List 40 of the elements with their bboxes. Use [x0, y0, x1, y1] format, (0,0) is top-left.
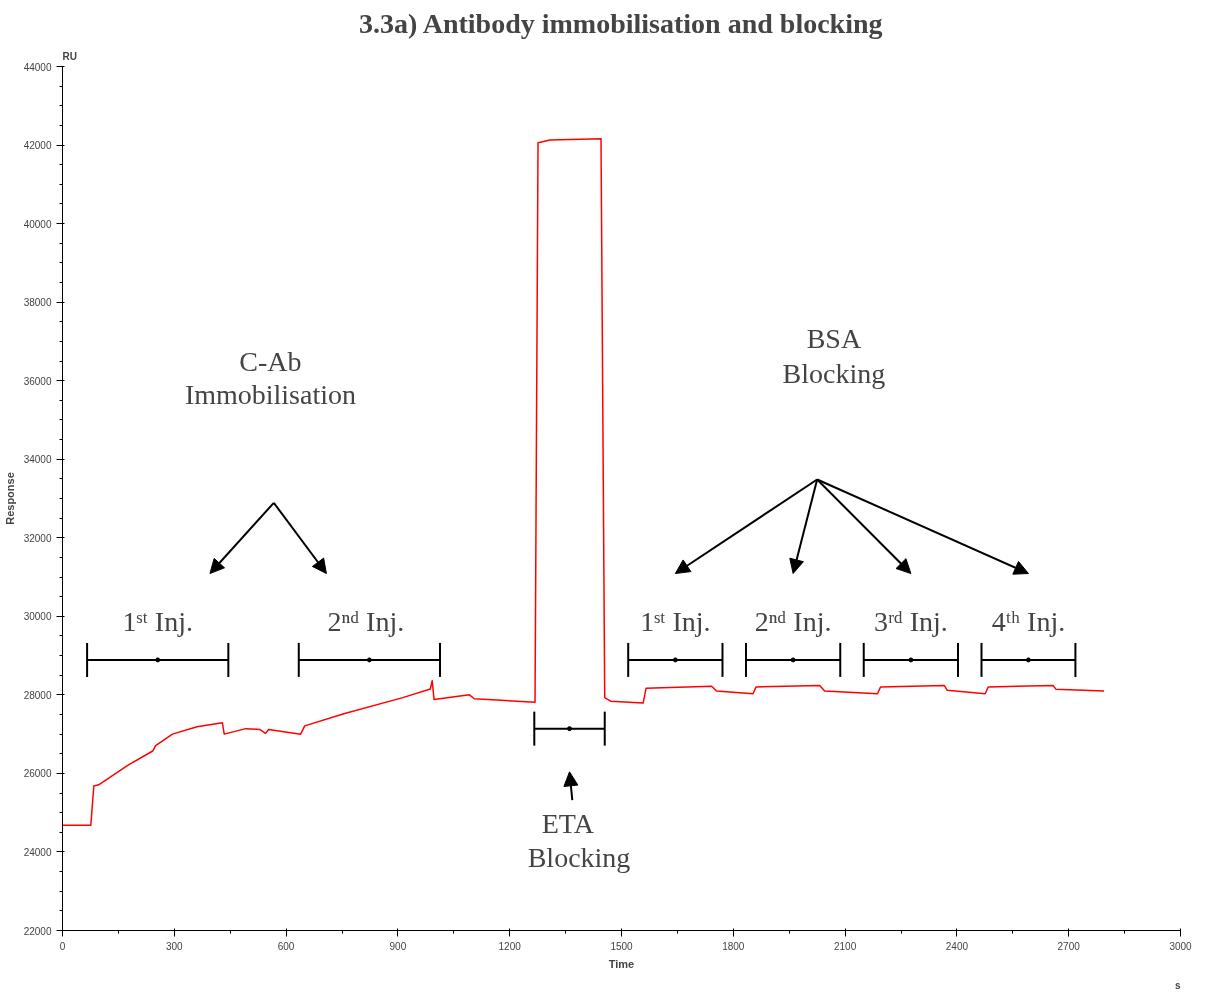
y-tick-label: 38000	[23, 297, 52, 309]
annotation: Blocking	[527, 842, 631, 874]
chart-title: 3.3a) Antibody immobilisation and blocking	[358, 7, 883, 39]
text: RU	[62, 50, 77, 62]
x-tick-label: 2400	[945, 940, 969, 952]
y-tick-label: 40000	[23, 218, 52, 230]
x-tick-label: 2100	[833, 940, 857, 952]
annotation: 1ˢᵗ Inj.	[640, 606, 711, 638]
annotation: ETA	[541, 807, 595, 839]
y-tick-label: 30000	[23, 611, 52, 623]
y-tick-label: 36000	[23, 375, 52, 387]
x-tick-label: 900	[389, 940, 407, 952]
annotation: C-Ab	[239, 346, 302, 378]
y-tick-label: 42000	[23, 140, 52, 152]
x-tick-label: 0	[59, 940, 66, 952]
y-tick-label: 26000	[23, 768, 52, 780]
x-tick-label: 2700	[1057, 940, 1081, 952]
annotation: 3ʳᵈ Inj.	[873, 606, 948, 638]
x-tick-label: 1800	[722, 940, 745, 952]
annotation: 1ˢᵗ Inj.	[122, 606, 193, 638]
y-tick-label: 44000	[23, 61, 52, 73]
y-tick-label: 24000	[23, 846, 52, 858]
text: s	[1174, 979, 1181, 991]
x-tick-label: 300	[165, 940, 184, 952]
y-tick-label: 32000	[23, 532, 52, 544]
annotation: Immobilisation	[184, 379, 357, 411]
y-tick-label: 28000	[23, 689, 52, 701]
x-tick-label: 600	[277, 940, 295, 952]
x-tick-label: 1500	[610, 940, 634, 952]
y-tick-label: 22000	[23, 925, 52, 937]
x-axis-title: Time	[608, 957, 635, 970]
y-axis-title: Response	[3, 472, 16, 525]
annotation: 2ⁿᵈ Inj.	[754, 606, 832, 638]
annotation: Blocking	[782, 357, 886, 389]
x-tick-label: 3000	[1169, 940, 1193, 952]
x-tick-label: 1200	[498, 940, 522, 952]
annotation: 4ᵗʰ Inj.	[991, 606, 1066, 638]
y-tick-label: 34000	[23, 454, 52, 466]
annotation: 2ⁿᵈ Inj.	[327, 606, 405, 638]
annotation: BSA	[806, 323, 862, 355]
